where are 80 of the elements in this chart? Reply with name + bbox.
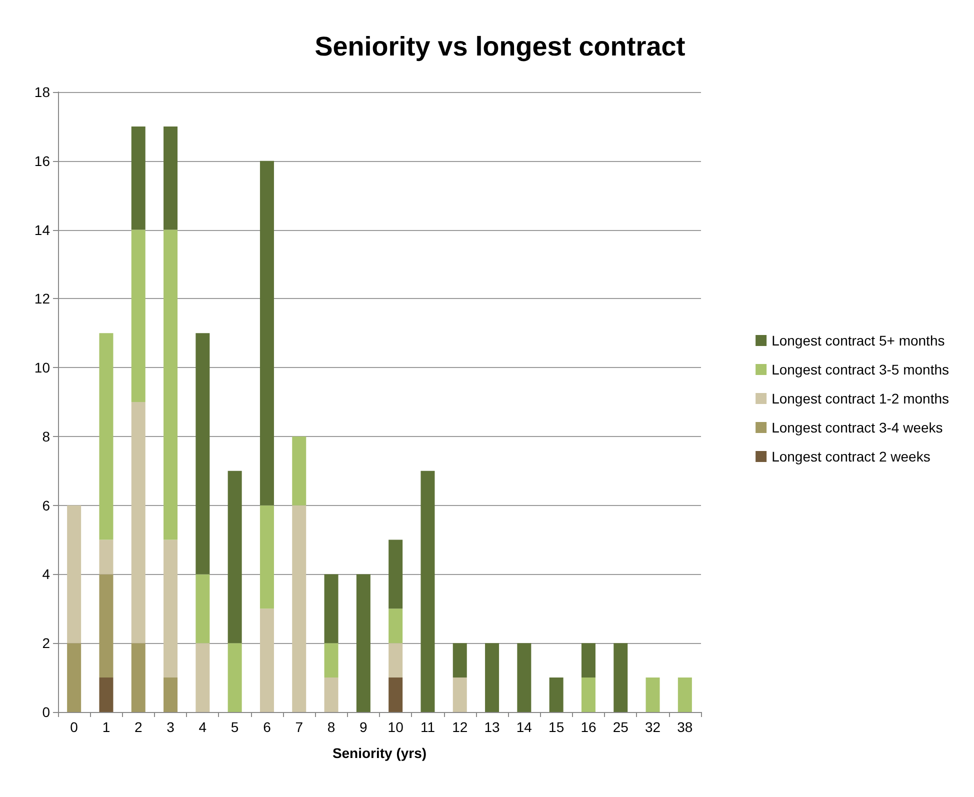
bar (164, 230, 178, 540)
y-tick-label: 12 (34, 290, 50, 307)
bar (228, 470, 242, 644)
x-tick-label: 16 (580, 719, 596, 735)
x-tick-label: 1 (102, 719, 110, 735)
bar (581, 643, 596, 678)
legend-label: Longest contract 1-2 months (772, 390, 950, 406)
y-tick-label: 16 (34, 152, 50, 169)
bar (388, 608, 403, 644)
bar (324, 678, 338, 712)
x-tick-label: 2 (134, 719, 142, 735)
x-tick-label: 3 (166, 719, 175, 735)
bar (260, 160, 274, 506)
bar (99, 333, 114, 540)
chart-title: Seniority vs longest contract (314, 32, 686, 62)
bar (99, 540, 114, 574)
y-tick-label: 10 (34, 360, 50, 376)
x-tick-label: 32 (644, 719, 661, 735)
x-tick-label: 4 (198, 719, 207, 735)
legend-label: Longest contract 5+ months (772, 332, 945, 348)
x-tick-label: 25 (612, 719, 629, 735)
x-tick-label: 15 (548, 719, 564, 735)
bar (99, 574, 114, 678)
x-tick-label: 5 (230, 719, 239, 735)
legend-label: Longest contract 3-4 weeks (772, 420, 943, 436)
bar (131, 402, 146, 644)
bar (581, 678, 596, 712)
y-tick-label: 0 (42, 704, 50, 720)
bar (292, 436, 306, 506)
bar (67, 505, 82, 644)
bar (388, 643, 403, 678)
y-tick-label: 2 (42, 635, 50, 652)
bar (485, 643, 500, 712)
bar (324, 574, 338, 644)
legend-label: Longest contract 2 weeks (772, 448, 930, 464)
bar (196, 643, 210, 712)
bar (260, 505, 274, 609)
bar (260, 608, 274, 712)
bar (131, 230, 146, 402)
bar (614, 643, 628, 712)
x-tick-label: 14 (516, 719, 532, 735)
bar (131, 643, 146, 712)
bar (388, 540, 403, 609)
bar (356, 574, 370, 712)
bar (420, 470, 435, 712)
bar (196, 333, 210, 574)
x-tick-label: 8 (327, 719, 336, 735)
x-tick-label: 9 (360, 719, 368, 735)
bar (99, 678, 114, 712)
bar (228, 643, 242, 712)
x-tick-label: 13 (484, 719, 500, 735)
bar (164, 540, 178, 678)
bar (678, 678, 692, 712)
y-tick-label: 8 (42, 428, 50, 444)
bar (324, 643, 338, 678)
bar (196, 574, 210, 644)
x-tick-label: 6 (263, 719, 272, 735)
x-tick-label: 10 (388, 719, 404, 735)
y-tick-label: 18 (34, 84, 50, 100)
y-tick-label: 6 (42, 497, 50, 514)
bar (388, 678, 403, 712)
x-tick-label: 7 (295, 719, 304, 735)
y-tick-label: 14 (34, 222, 50, 238)
bar (67, 643, 82, 712)
x-tick-label: 11 (420, 719, 436, 735)
bar (292, 505, 306, 712)
bar (452, 643, 467, 678)
bar (646, 678, 660, 712)
x-axis-title: Seniority (yrs) (332, 745, 427, 761)
x-tick-label: 38 (677, 719, 693, 735)
bar (164, 126, 178, 230)
bar (549, 678, 564, 712)
y-tick-label: 4 (42, 566, 50, 582)
bar (131, 126, 146, 230)
x-tick-label: 12 (452, 719, 468, 735)
x-tick-label: 0 (70, 719, 78, 735)
bar (164, 678, 178, 712)
legend-label: Longest contract 3-5 months (772, 362, 950, 378)
bar (452, 678, 467, 712)
bar (517, 643, 532, 712)
